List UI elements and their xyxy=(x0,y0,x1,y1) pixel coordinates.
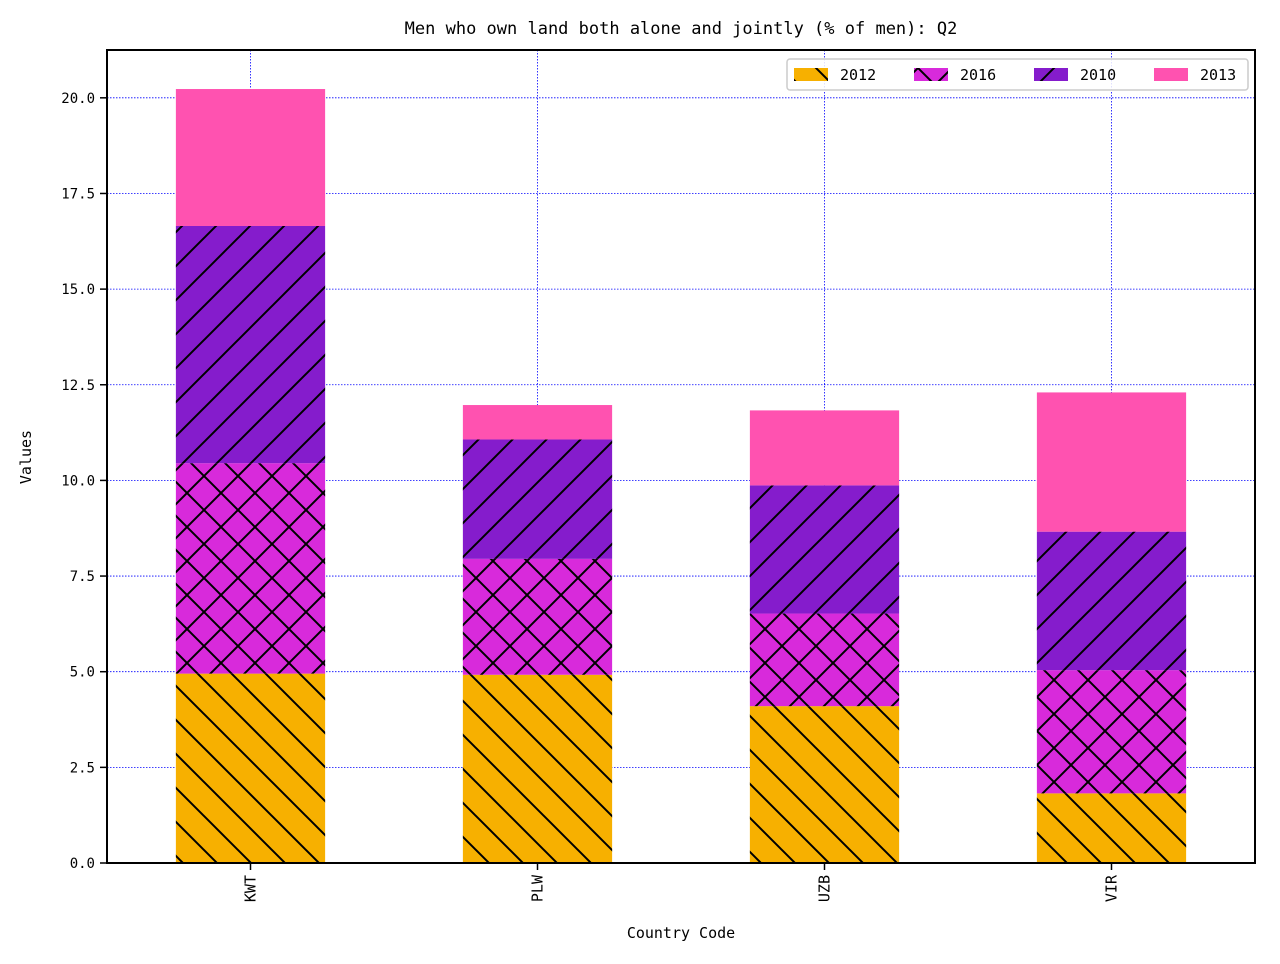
bar-hatch-vir-2012 xyxy=(1036,793,1187,863)
x-tick-label: KWT xyxy=(242,875,260,902)
bars xyxy=(175,89,1187,863)
legend-swatch-hatch-2010 xyxy=(1034,68,1068,81)
bar-hatch-kwt-2010 xyxy=(175,225,326,464)
legend-swatch-hatch-2012 xyxy=(794,68,828,81)
plot-frame xyxy=(106,49,1256,864)
x-tick-label: UZB xyxy=(816,875,834,902)
x-axis-label: Country Code xyxy=(627,924,735,942)
bar-hatch-plw-2012 xyxy=(462,674,613,863)
legend-swatch-hatch-2016 xyxy=(914,68,948,81)
y-tick-label: 17.5 xyxy=(61,186,95,202)
y-tick-label: 2.5 xyxy=(70,760,95,776)
legend-label-2016: 2016 xyxy=(960,66,996,84)
y-tick-label: 7.5 xyxy=(70,569,95,585)
y-tick-label: 15.0 xyxy=(61,282,95,298)
bar-hatch-uzb-2016 xyxy=(749,613,900,707)
y-tick-label: 12.5 xyxy=(61,378,95,394)
y-tick-label: 10.0 xyxy=(61,473,95,489)
legend-label-2012: 2012 xyxy=(840,66,876,84)
chart-title: Men who own land both alone and jointly … xyxy=(405,19,958,39)
legend-label-2010: 2010 xyxy=(1080,66,1116,84)
y-tick-label: 5.0 xyxy=(70,665,95,681)
y-tick-label: 20.0 xyxy=(61,91,95,107)
legend-swatch-2013 xyxy=(1154,68,1188,81)
bar-hatch-vir-2016 xyxy=(1036,670,1187,794)
bar-hatch-uzb-2010 xyxy=(749,485,900,614)
y-axis-label: Values xyxy=(17,430,35,484)
bar-hatch-kwt-2016 xyxy=(175,463,326,674)
bar-plw-2013 xyxy=(462,405,613,440)
y-tick-label: 0.0 xyxy=(70,856,95,872)
legend-label-2013: 2013 xyxy=(1200,66,1236,84)
bar-hatch-vir-2010 xyxy=(1036,531,1187,671)
x-tick-label: PLW xyxy=(529,874,547,902)
bar-vir-2013 xyxy=(1036,392,1187,532)
legend-box xyxy=(786,58,1249,91)
bar-hatch-plw-2016 xyxy=(462,558,613,675)
bar-kwt-2013 xyxy=(175,89,326,226)
ticks: 0.0 2.5 5.0 7.5 10.0 12.5 15.0 17.5 20.0 KWT PLW UZ… xyxy=(61,91,1120,902)
x-tick-label: VIR xyxy=(1103,874,1121,902)
bar-hatch-plw-2010 xyxy=(462,439,613,559)
bar-hatch-kwt-2012 xyxy=(175,673,326,863)
legend: 2012 2016 2010 2013 xyxy=(786,58,1249,91)
bar-hatch-uzb-2012 xyxy=(749,706,900,863)
axes xyxy=(106,49,1256,864)
bar-uzb-2013 xyxy=(749,410,900,486)
